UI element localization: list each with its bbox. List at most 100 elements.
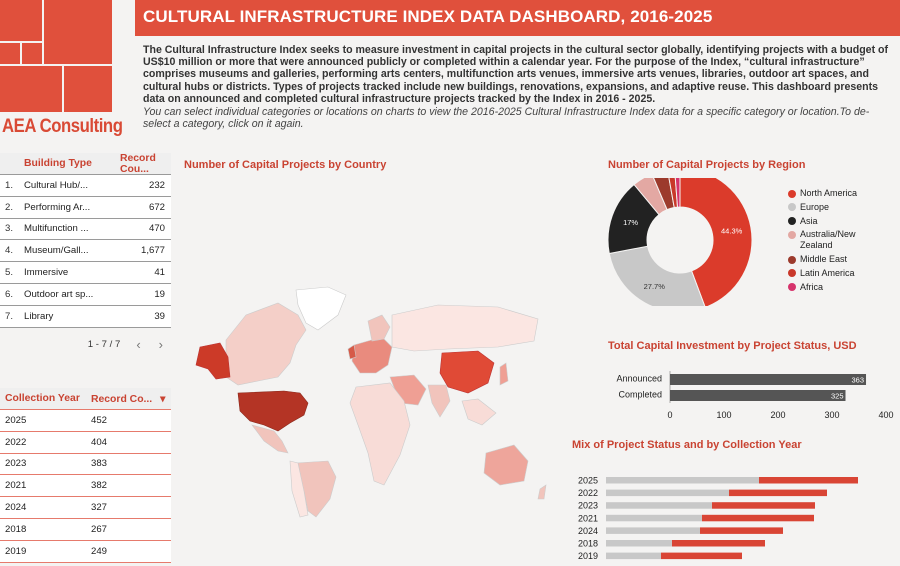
mix-bar-announced-2018[interactable]	[672, 540, 765, 547]
status-x-tick: 400	[878, 410, 893, 420]
pager-range: 1 - 7 / 7	[87, 338, 121, 350]
table-row[interactable]: 5. Immersive 41	[0, 262, 171, 284]
table-row[interactable]: 7. Library 39	[0, 306, 171, 328]
mix-bar-announced-2022[interactable]	[729, 489, 827, 497]
mix-bar-announced-2023[interactable]	[712, 502, 815, 509]
mix-bar-announced-2025[interactable]	[759, 477, 858, 484]
legend-label: Middle East	[800, 254, 848, 265]
row-year: 2019	[5, 545, 27, 557]
row-year: 2022	[5, 436, 27, 448]
next-page-button[interactable]: ›	[158, 336, 163, 352]
donut-slice-africa[interactable]	[674, 178, 681, 208]
table-header: Collection Year Record Co... ▾	[0, 388, 171, 410]
mix-bar-completed-2018[interactable]	[606, 540, 672, 547]
legend-item[interactable]: Africa	[788, 282, 870, 293]
prev-page-button[interactable]: ‹	[136, 336, 141, 352]
legend-swatch	[788, 283, 796, 292]
intro-note: You can select individual categories or …	[143, 106, 870, 131]
col-record-count[interactable]: Record Co... ▾	[91, 393, 166, 405]
table-row[interactable]: 2021 382	[0, 475, 171, 498]
row-year: 2023	[5, 458, 27, 470]
row-record-count: 382	[91, 480, 108, 492]
sort-desc-icon[interactable]: ▾	[160, 393, 166, 405]
row-record-count: 672	[148, 201, 165, 213]
legend-swatch	[788, 217, 796, 226]
row-record-count: 1,677	[140, 245, 165, 257]
mix-bar-completed-2023[interactable]	[606, 502, 712, 509]
status-x-tick: 100	[716, 410, 731, 420]
mix-bar-announced-2024[interactable]	[700, 527, 783, 534]
row-index: 3.	[5, 223, 14, 235]
header-bar: CULTURAL INFRASTRUCTURE INDEX DATA DASHB…	[135, 0, 900, 36]
map-region-usa	[237, 390, 309, 432]
mix-year-label: 2024	[578, 526, 598, 536]
map-region-australia	[483, 444, 529, 486]
table-row[interactable]: 2018 267	[0, 519, 171, 541]
row-index: 7.	[5, 310, 14, 322]
region-chart-title: Number of Capital Projects by Region	[608, 159, 806, 171]
row-building-type: Performing Ar...	[24, 201, 91, 213]
mix-bar-completed-2025[interactable]	[606, 477, 759, 484]
legend-item[interactable]: Latin America	[788, 268, 870, 279]
row-record-count: 327	[91, 502, 108, 514]
mix-bar-completed-2024[interactable]	[606, 527, 700, 534]
legend-label: Africa	[800, 281, 824, 292]
table-row[interactable]: 1. Cultural Hub/... 232	[0, 175, 171, 197]
map-region-new-zealand	[537, 484, 547, 500]
status-bar-chart[interactable]: Announced 363 Completed 325 0 100 200 300 400	[605, 365, 897, 425]
legend-label: Latin America	[800, 267, 855, 278]
row-year: 2018	[5, 523, 27, 535]
table-row[interactable]: 2. Performing Ar... 672	[0, 197, 171, 219]
legend-item[interactable]: Europe	[788, 202, 870, 213]
mix-bar-completed-2019[interactable]	[606, 552, 661, 560]
col-record-count[interactable]: Record Cou...	[120, 152, 156, 175]
legend-swatch	[788, 269, 796, 278]
row-building-type: Cultural Hub/...	[24, 179, 88, 191]
col-collection-year[interactable]: Collection Year	[5, 393, 80, 404]
legend-item[interactable]: Asia	[788, 216, 870, 227]
row-index: 4.	[5, 245, 14, 257]
status-category-label: Completed	[618, 390, 662, 400]
mix-stacked-bar-chart[interactable]: 2025 2022 2023 2021 2024 2018 2019	[570, 472, 900, 566]
status-chart-title: Total Capital Investment by Project Stat…	[608, 340, 857, 352]
legend-item[interactable]: North America	[788, 188, 870, 199]
col-building-type[interactable]: Building Type	[24, 158, 92, 169]
row-year: 2025	[5, 414, 27, 426]
map-region-canada	[225, 302, 307, 386]
table-row[interactable]: 4. Museum/Gall... 1,677	[0, 240, 171, 263]
table-row[interactable]: 2025 452	[0, 410, 171, 432]
status-bar-announced[interactable]	[670, 374, 867, 385]
region-donut-chart[interactable]: 44.3% 27.7% 17%	[604, 178, 892, 306]
mix-chart-title: Mix of Project Status and by Collection …	[572, 439, 802, 451]
mix-bar-completed-2021[interactable]	[606, 514, 702, 522]
table-row[interactable]: 2024 327	[0, 497, 171, 519]
legend-item[interactable]: Middle East	[788, 254, 870, 265]
map-region-china	[439, 350, 495, 394]
donut-slice-europe[interactable]	[608, 245, 706, 306]
mix-bar-completed-2022[interactable]	[606, 489, 729, 497]
status-bar-completed[interactable]	[670, 390, 846, 401]
legend-swatch	[788, 189, 796, 198]
row-record-count: 39	[154, 310, 165, 322]
table-row[interactable]: 2023 383	[0, 454, 171, 476]
table-row[interactable]: 3. Multifunction ... 470	[0, 219, 171, 241]
intro-text: The Cultural Infrastructure Index seeks …	[143, 44, 889, 105]
legend-swatch	[788, 203, 796, 212]
row-building-type: Museum/Gall...	[24, 245, 89, 257]
donut-slice-north-america[interactable]	[679, 178, 753, 306]
legend-label: Australia/New Zealand	[800, 229, 856, 251]
legend-item[interactable]: Australia/New Zealand	[788, 229, 870, 251]
table-row[interactable]: 6. Outdoor art sp... 19	[0, 284, 171, 306]
mix-bar-announced-2021[interactable]	[702, 514, 814, 522]
map-region-russia	[391, 304, 539, 352]
table-row[interactable]: 2022 404	[0, 432, 171, 454]
table-row[interactable]: 2019 249	[0, 541, 171, 563]
page-title: CULTURAL INFRASTRUCTURE INDEX DATA DASHB…	[143, 7, 713, 26]
world-map[interactable]	[178, 285, 556, 521]
row-year: 2021	[5, 480, 27, 492]
mix-bar-announced-2019[interactable]	[661, 552, 742, 560]
donut-slice-label: 27.7%	[644, 282, 666, 291]
mix-year-label: 2019	[578, 551, 598, 561]
donut-slice-label: 17%	[623, 218, 638, 227]
status-x-tick: 0	[667, 410, 672, 420]
